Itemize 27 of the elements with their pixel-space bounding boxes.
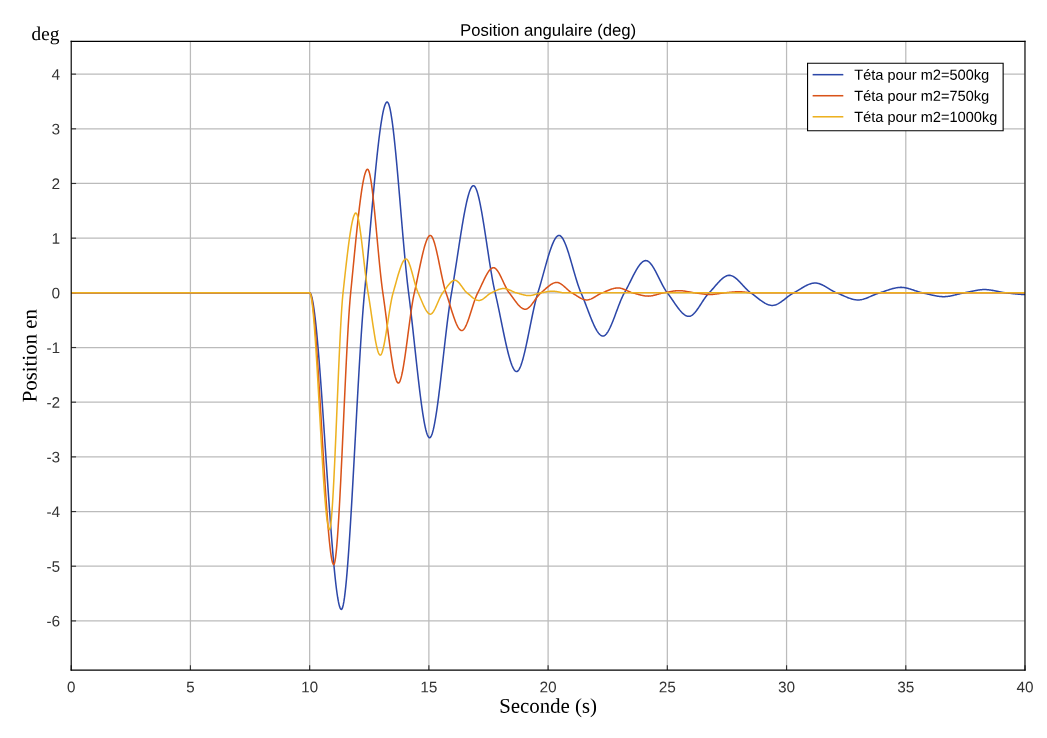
text: deg — [32, 26, 60, 45]
y-tick-label: -6 — [47, 615, 60, 627]
x-tick-label: 25 — [659, 681, 676, 693]
legend-label: Téta pour m2=500kg — [854, 69, 989, 83]
y-tick-label: -4 — [47, 506, 60, 518]
x-axis-title: Seconde (s) — [500, 698, 597, 718]
x-tick-label: 10 — [302, 681, 318, 693]
x-tick-label: 35 — [897, 681, 914, 693]
x-tick-label: 0 — [67, 681, 75, 693]
y-tick-label: -5 — [47, 561, 60, 572]
x-tick-label: 30 — [778, 681, 795, 693]
y-tick-label: 4 — [51, 69, 60, 80]
legend-label: Téta pour m2=750kg — [854, 90, 989, 104]
y-axis-title: Position en — [22, 309, 37, 402]
chart-title: Position angulaire (deg) — [461, 23, 636, 40]
y-tick-label: 2 — [52, 178, 60, 190]
y-tick-label: 1 — [52, 233, 60, 244]
x-tick-label: 15 — [421, 681, 437, 693]
y-tick-label: 0 — [52, 287, 60, 299]
x-tick-label: 40 — [1016, 681, 1033, 693]
y-tick-label: -2 — [47, 397, 60, 408]
x-tick-label: 20 — [540, 681, 556, 693]
y-tick-label: -1 — [47, 342, 60, 354]
legend-label: Téta pour m2=1000kg — [854, 111, 997, 125]
y-tick-label: 3 — [52, 123, 60, 135]
x-tick-label: 5 — [186, 681, 195, 693]
y-tick-label: -3 — [47, 451, 60, 463]
